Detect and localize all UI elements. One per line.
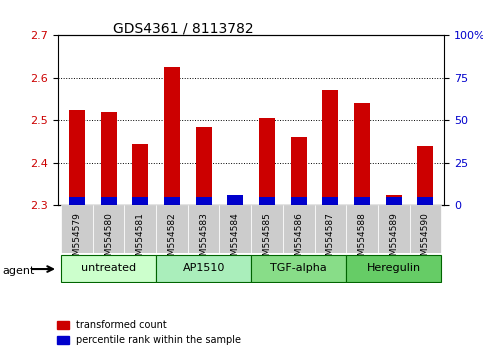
FancyBboxPatch shape — [251, 205, 283, 253]
Bar — [132, 197, 148, 205]
Text: GSM554586: GSM554586 — [294, 212, 303, 267]
Bar — [417, 197, 433, 205]
Bar — [196, 127, 212, 205]
Text: agent: agent — [2, 266, 35, 276]
Bar — [386, 195, 401, 205]
Bar — [291, 197, 307, 205]
FancyBboxPatch shape — [61, 255, 156, 282]
FancyBboxPatch shape — [314, 205, 346, 253]
Text: untreated: untreated — [81, 263, 136, 273]
Bar — [259, 197, 275, 205]
Text: GSM554585: GSM554585 — [262, 212, 271, 267]
FancyBboxPatch shape — [156, 205, 188, 253]
Text: GSM554582: GSM554582 — [168, 212, 176, 267]
Text: GSM554580: GSM554580 — [104, 212, 113, 267]
Bar — [101, 197, 116, 205]
Bar — [132, 144, 148, 205]
Text: GSM554581: GSM554581 — [136, 212, 145, 267]
FancyBboxPatch shape — [156, 255, 251, 282]
Text: GSM554589: GSM554589 — [389, 212, 398, 267]
Text: GSM554590: GSM554590 — [421, 212, 430, 267]
Text: GSM554584: GSM554584 — [231, 212, 240, 267]
Bar — [196, 197, 212, 205]
FancyBboxPatch shape — [188, 205, 219, 253]
Text: GSM554588: GSM554588 — [357, 212, 367, 267]
FancyBboxPatch shape — [346, 205, 378, 253]
Bar — [417, 146, 433, 205]
Legend: transformed count, percentile rank within the sample: transformed count, percentile rank withi… — [53, 316, 245, 349]
FancyBboxPatch shape — [346, 255, 441, 282]
Bar — [227, 195, 243, 205]
Text: Heregulin: Heregulin — [367, 263, 421, 273]
FancyBboxPatch shape — [378, 205, 410, 253]
Text: TGF-alpha: TGF-alpha — [270, 263, 327, 273]
FancyBboxPatch shape — [410, 205, 441, 253]
Text: GSM554587: GSM554587 — [326, 212, 335, 267]
Bar — [227, 203, 243, 205]
Bar — [69, 197, 85, 205]
Bar — [323, 90, 338, 205]
Bar — [101, 112, 116, 205]
Bar — [323, 197, 338, 205]
Bar — [354, 197, 370, 205]
Bar — [354, 103, 370, 205]
Text: GSM554579: GSM554579 — [72, 212, 82, 267]
Bar — [164, 67, 180, 205]
FancyBboxPatch shape — [61, 205, 93, 253]
FancyBboxPatch shape — [93, 205, 125, 253]
Text: GSM554583: GSM554583 — [199, 212, 208, 267]
Text: GDS4361 / 8113782: GDS4361 / 8113782 — [113, 21, 254, 35]
Bar — [386, 197, 401, 205]
FancyBboxPatch shape — [283, 205, 314, 253]
FancyBboxPatch shape — [251, 255, 346, 282]
Bar — [69, 110, 85, 205]
FancyBboxPatch shape — [219, 205, 251, 253]
Bar — [291, 137, 307, 205]
Bar — [259, 118, 275, 205]
Text: AP1510: AP1510 — [183, 263, 225, 273]
Bar — [164, 197, 180, 205]
FancyBboxPatch shape — [125, 205, 156, 253]
